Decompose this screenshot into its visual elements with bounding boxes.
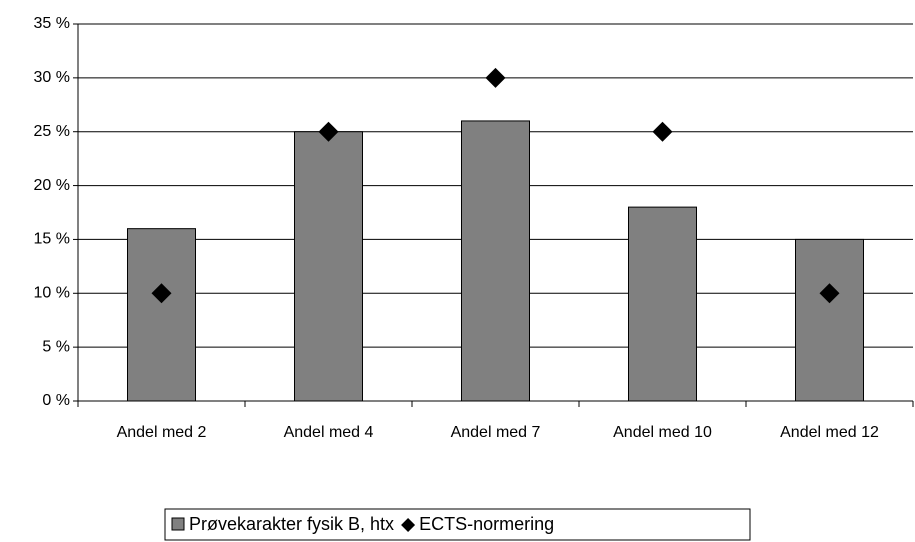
y-tick-label: 30 % bbox=[34, 69, 70, 86]
bar bbox=[795, 238, 864, 402]
diamond-marker bbox=[318, 121, 339, 142]
legend-swatch bbox=[171, 517, 185, 531]
bar bbox=[127, 228, 196, 402]
y-tick-label: 15 % bbox=[34, 231, 70, 248]
diamond-marker bbox=[151, 283, 172, 304]
bar bbox=[628, 206, 697, 402]
legend-label: Prøvekarakter fysik B, htx bbox=[189, 514, 394, 534]
legend-label: ECTS-normering bbox=[419, 514, 554, 534]
y-tick-label: 35 % bbox=[34, 15, 70, 32]
diamond-marker bbox=[819, 283, 840, 304]
y-tick-label: 20 % bbox=[34, 177, 70, 194]
y-tick-label: 5 % bbox=[42, 338, 70, 355]
y-tick-label: 25 % bbox=[34, 123, 70, 140]
legend: Prøvekarakter fysik B, htx ECTS-normering bbox=[164, 508, 751, 541]
bar bbox=[461, 120, 530, 402]
bar bbox=[294, 131, 363, 402]
legend-box bbox=[164, 508, 751, 541]
x-tick-label: Andel med 10 bbox=[613, 424, 712, 441]
x-tick-label: Andel med 12 bbox=[780, 424, 879, 441]
y-tick-label: 0 % bbox=[42, 392, 70, 409]
legend-swatch bbox=[401, 518, 416, 532]
diamond-marker bbox=[485, 67, 506, 88]
x-tick-label: Andel med 4 bbox=[284, 424, 374, 441]
x-tick-label: Andel med 7 bbox=[451, 424, 541, 441]
diamond-marker bbox=[652, 121, 673, 142]
x-tick-label: Andel med 2 bbox=[117, 424, 207, 441]
y-tick-label: 10 % bbox=[34, 285, 70, 302]
